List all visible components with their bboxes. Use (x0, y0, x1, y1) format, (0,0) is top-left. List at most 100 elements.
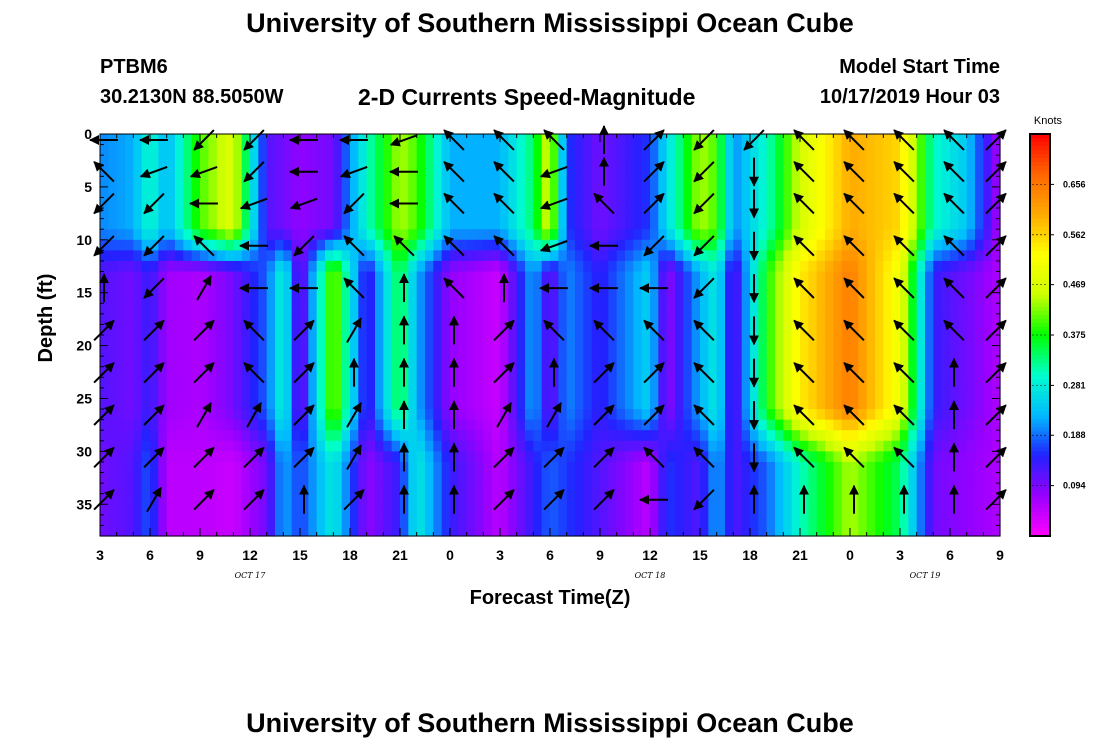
heat-cell (783, 335, 793, 347)
heat-cell (591, 525, 601, 537)
heat-cell (141, 461, 151, 474)
heat-cell (525, 134, 534, 146)
heat-cell (975, 165, 984, 177)
heat-cell (633, 430, 643, 442)
heat-cell (316, 250, 326, 262)
heat-cell (133, 430, 143, 442)
heat-cell (733, 366, 743, 378)
heat-cell (833, 387, 843, 400)
heat-cell (625, 483, 634, 495)
heat-cell (500, 155, 509, 167)
heat-cell (841, 335, 851, 347)
heat-cell (925, 419, 934, 431)
heat-cell (241, 483, 251, 495)
heat-cell (408, 356, 418, 368)
heat-cell (566, 313, 576, 326)
heat-cell (408, 271, 418, 283)
heat-cell (625, 409, 634, 421)
current-vector (443, 277, 465, 299)
heat-cell (191, 461, 201, 474)
current-vector (793, 161, 815, 183)
heat-cell (875, 493, 884, 505)
heat-cell (133, 186, 143, 199)
heat-cell (258, 356, 268, 368)
heat-cell (483, 292, 493, 304)
heat-cell (433, 292, 443, 304)
heat-cell (225, 176, 234, 188)
heat-cell (483, 514, 493, 527)
heat-cell (533, 419, 543, 431)
heat-cell (725, 430, 734, 442)
heat-cell (366, 440, 376, 452)
heat-cell (425, 440, 434, 452)
heat-cell (491, 229, 501, 241)
heat-cell (758, 398, 768, 410)
heat-cell (875, 419, 884, 431)
heat-cell (558, 419, 568, 431)
heat-cell (250, 250, 259, 262)
heat-cell (816, 430, 826, 442)
heat-cell (600, 504, 609, 516)
heat-cell (283, 239, 293, 251)
heat-cell (516, 335, 526, 347)
heat-cell (258, 165, 268, 177)
heat-cell (291, 366, 301, 378)
current-vector (93, 319, 115, 342)
heat-cell (900, 155, 909, 167)
heat-cell (975, 303, 984, 315)
heat-cell (525, 324, 534, 336)
heat-cell (683, 239, 693, 251)
heat-cell (625, 398, 634, 410)
heat-cell (466, 292, 476, 304)
heat-cell (666, 514, 676, 527)
heat-cell (650, 313, 659, 326)
heat-cell (800, 271, 809, 283)
heat-cell (825, 260, 834, 273)
heat-cell (891, 250, 901, 262)
heat-cell (550, 345, 559, 357)
heat-cell (300, 335, 309, 347)
heat-cell (716, 271, 726, 283)
heat-cell (475, 409, 484, 421)
heat-cell (975, 335, 984, 347)
heat-cell (950, 271, 959, 283)
heat-cell (466, 208, 476, 220)
heat-cell (816, 387, 826, 400)
heat-cell (675, 303, 684, 315)
heat-cell (941, 144, 951, 156)
heat-cell (458, 366, 468, 378)
heat-cell (616, 313, 626, 326)
heat-cell (366, 292, 376, 304)
heat-cell (133, 208, 143, 220)
heat-cell (133, 335, 143, 347)
heat-cell (191, 440, 201, 452)
heat-cell (783, 472, 793, 484)
current-vector (893, 362, 915, 384)
heat-cell (658, 176, 668, 188)
heat-cell (258, 313, 268, 326)
heat-cell (216, 292, 226, 304)
heat-cell (825, 356, 834, 368)
heat-cell (908, 409, 918, 421)
heat-cell (608, 250, 618, 262)
heat-cell (933, 271, 943, 283)
heat-cell (691, 483, 701, 495)
heat-cell (683, 218, 693, 230)
heat-cell (675, 324, 684, 336)
heat-cell (766, 493, 776, 505)
heat-cell (983, 313, 993, 326)
heat-cell (266, 377, 276, 389)
heat-cell (733, 144, 743, 156)
colorbar-cell (1030, 138, 1050, 143)
heat-cell (416, 440, 426, 452)
heat-cell (516, 366, 526, 378)
heat-cell (533, 134, 543, 146)
heat-cell (675, 134, 684, 146)
heat-cell (633, 239, 643, 251)
heat-cell (666, 419, 676, 431)
heat-cell (541, 387, 551, 400)
heat-cell (650, 525, 659, 537)
heat-cell (583, 514, 593, 527)
heat-cell (550, 525, 559, 537)
